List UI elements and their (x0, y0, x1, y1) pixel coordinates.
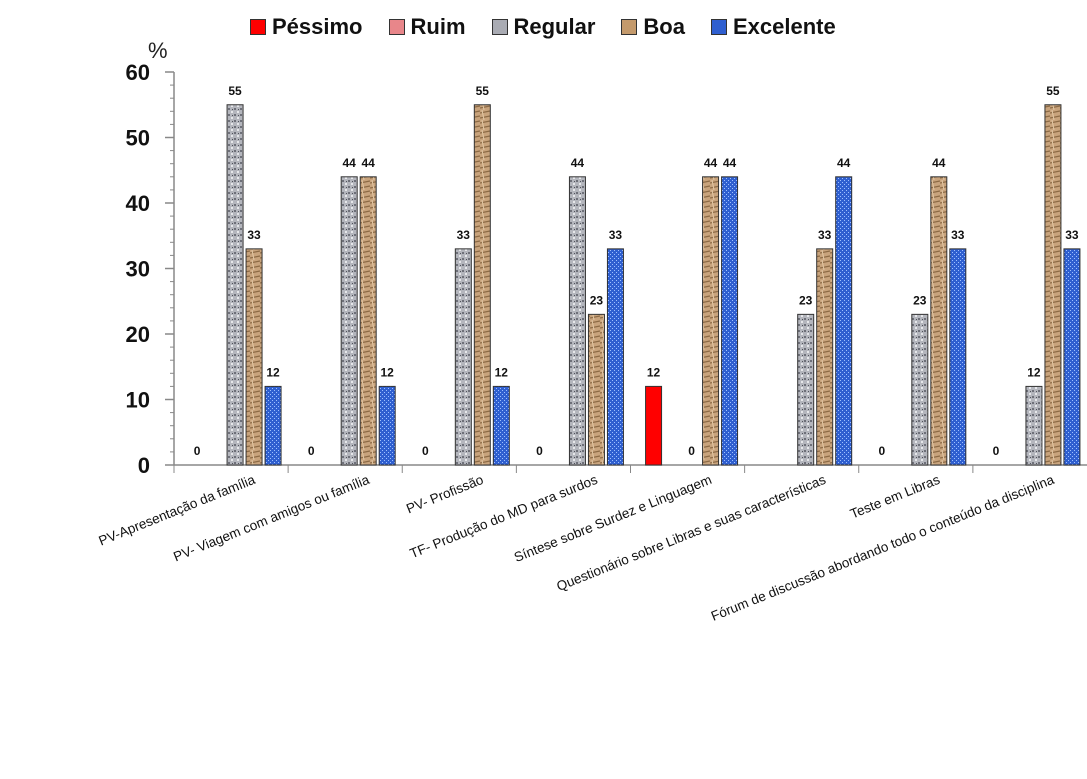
legend-item-excelente: Excelente (710, 14, 836, 40)
data-label: 23 (799, 293, 813, 307)
data-label: 0 (993, 444, 1000, 458)
x-category-label: PV- Profissão (404, 472, 485, 517)
data-label: 33 (609, 228, 623, 242)
bar-boa (816, 248, 834, 466)
bar-regular (226, 104, 244, 466)
y-tick-label: 20 (126, 322, 150, 347)
data-label: 33 (1065, 228, 1079, 242)
bar-excelente (606, 248, 624, 466)
bar-excelente (378, 385, 396, 466)
legend-label-excelente: Excelente (732, 14, 836, 39)
data-label: 0 (308, 444, 315, 458)
data-label: 0 (422, 444, 429, 458)
legend-label-ruim: Ruim (410, 14, 466, 39)
data-label: 0 (536, 444, 543, 458)
legend-swatch-excelente (710, 19, 727, 35)
legend-swatch-pessimo (250, 19, 266, 35)
x-category-label: TF- Produção do MD para surdos (408, 472, 600, 561)
y-tick-label: 40 (126, 191, 150, 216)
data-label: 33 (818, 228, 832, 242)
data-label: 55 (1046, 84, 1060, 98)
data-label: 44 (932, 156, 946, 170)
data-label: 44 (362, 156, 376, 170)
data-label: 44 (837, 156, 851, 170)
legend: Péssimo Ruim Regular Boa Excelente (250, 14, 836, 40)
legend-label-pessimo: Péssimo (272, 14, 363, 39)
bar-boa (245, 248, 263, 466)
legend-label-regular: Regular (513, 14, 596, 39)
data-label: 0 (194, 444, 201, 458)
y-axis-unit-label: % (148, 38, 168, 63)
legend-swatch-boa (621, 19, 638, 35)
y-tick-label: 0 (138, 453, 150, 478)
legend-item-regular: Regular (491, 14, 596, 40)
y-tick-label: 30 (126, 257, 150, 282)
bar-regular (911, 313, 929, 466)
bar-péssimo (645, 385, 663, 466)
bar-regular (340, 176, 358, 466)
data-label: 33 (951, 228, 965, 242)
bar-regular (1025, 385, 1043, 466)
data-label: 12 (647, 365, 661, 379)
bar-excelente (492, 385, 510, 466)
bar-boa (473, 104, 491, 466)
y-tick-label: 60 (126, 60, 150, 85)
bar-regular (568, 176, 586, 466)
data-label: 0 (688, 444, 695, 458)
legend-item-ruim: Ruim (388, 14, 466, 40)
bar-regular (797, 313, 815, 466)
bar-boa (930, 176, 948, 466)
data-label: 33 (457, 228, 471, 242)
data-label: 0 (878, 444, 885, 458)
legend-swatch-ruim (388, 19, 405, 35)
data-label: 12 (381, 365, 395, 379)
data-label: 44 (343, 156, 357, 170)
legend-swatch-regular (491, 19, 508, 35)
bar-regular (454, 248, 472, 466)
y-tick-label: 50 (126, 126, 150, 151)
data-label: 12 (266, 365, 280, 379)
bar-excelente (835, 176, 853, 466)
data-label: 23 (913, 293, 927, 307)
data-label: 23 (590, 293, 604, 307)
bar-excelente (949, 248, 967, 466)
legend-item-pessimo: Péssimo (250, 14, 363, 40)
y-tick-label: 10 (126, 388, 150, 413)
x-category-label: Teste em Libras (848, 472, 942, 522)
bar-excelente (1063, 248, 1081, 466)
bar-boa (587, 313, 605, 466)
data-label: 12 (495, 365, 509, 379)
x-category-label: PV- Viagem com amigos ou família (171, 472, 372, 565)
bar-boa (1044, 104, 1062, 466)
bar-excelente (264, 385, 282, 466)
bar-boa (702, 176, 720, 466)
legend-label-boa: Boa (643, 14, 685, 39)
data-label: 55 (476, 84, 490, 98)
data-label: 55 (228, 84, 242, 98)
bar-excelente (721, 176, 739, 466)
legend-item-boa: Boa (621, 14, 685, 40)
data-label: 44 (704, 156, 718, 170)
data-label: 44 (571, 156, 585, 170)
data-label: 33 (247, 228, 261, 242)
bar-boa (359, 176, 377, 466)
x-category-label: Síntese sobre Surdez e Linguagem (512, 472, 714, 565)
data-label: 44 (723, 156, 737, 170)
data-label: 12 (1027, 365, 1041, 379)
